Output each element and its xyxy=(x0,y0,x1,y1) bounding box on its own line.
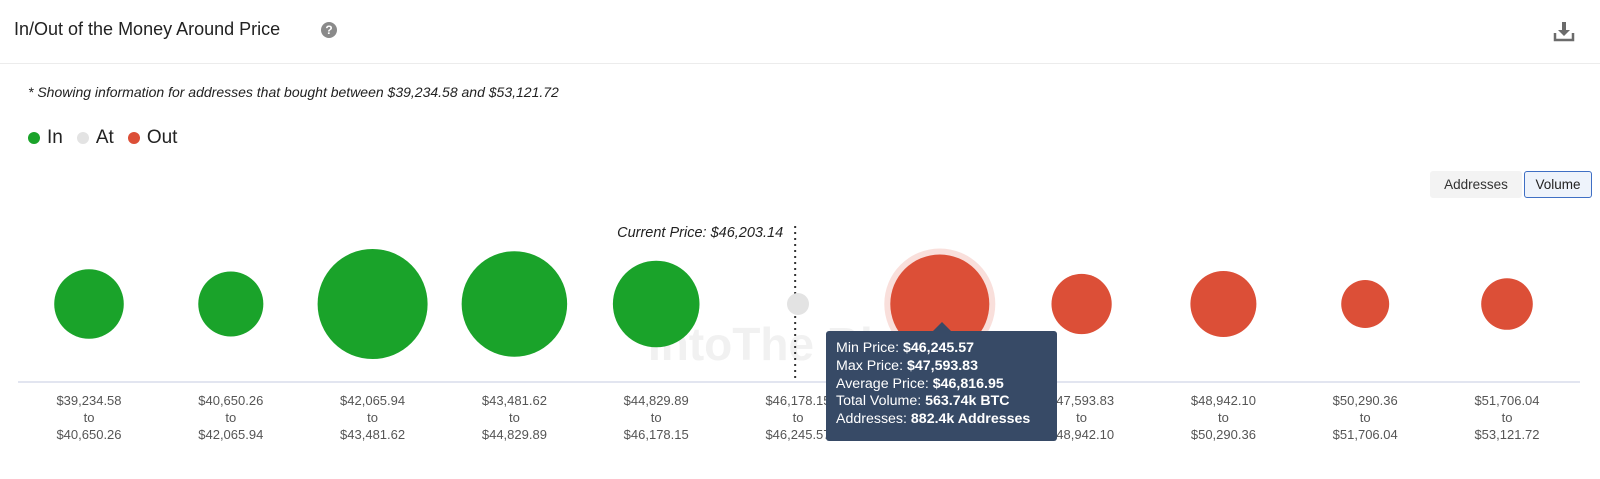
bucket-to-label-3: $44,829.89 xyxy=(482,427,547,442)
bubble-in-3 xyxy=(461,251,568,357)
bucket-to-label-4: $46,178.15 xyxy=(624,427,689,442)
bubble-at-5 xyxy=(787,293,809,315)
bubble-out-9 xyxy=(1341,280,1390,328)
bucket-to-label-0: $40,650.26 xyxy=(56,427,121,442)
legend-item-in[interactable]: In xyxy=(28,127,63,149)
legend-swatch-in xyxy=(28,132,40,144)
legend-swatch-out xyxy=(127,132,140,144)
tooltip-addresses: Addresses: 882.4k Addresses xyxy=(836,411,1031,428)
bucket-to-word-1: to xyxy=(225,410,236,425)
bucket-from-label-3: $43,481.62 xyxy=(482,393,547,408)
bubble-in-1 xyxy=(198,271,264,337)
legend-label-out: Out xyxy=(146,127,178,148)
legend-item-out[interactable]: Out xyxy=(127,127,178,149)
bucket-to-word-3: to xyxy=(509,410,520,425)
bucket-from-label-2: $42,065.94 xyxy=(340,393,405,408)
tooltip-total-volume: Total Volume: 563.74k BTC xyxy=(836,393,1010,410)
legend-swatch-at xyxy=(76,132,89,144)
addresses-toggle-button[interactable]: Addresses xyxy=(1430,171,1522,198)
bucket-to-word-10: to xyxy=(1502,410,1513,425)
bucket-from-label-0: $39,234.58 xyxy=(56,393,121,408)
bucket-from-label-10: $51,706.04 xyxy=(1474,393,1539,408)
bubble-out-6 xyxy=(890,254,990,354)
tooltip-max-price: Max Price: $47,593.83 xyxy=(836,357,978,374)
bucket-to-label-10: $53,121.72 xyxy=(1474,427,1539,442)
legend-item-at[interactable]: At xyxy=(76,127,114,149)
volume-toggle-button[interactable]: Volume xyxy=(1524,171,1592,198)
bucket-to-label-2: $43,481.62 xyxy=(340,427,405,442)
help-icon[interactable]: ? xyxy=(321,22,337,38)
bubble-in-4 xyxy=(612,260,700,348)
bucket-from-label-1: $40,650.26 xyxy=(198,393,263,408)
current-price-label: Current Price: $46,203.14 xyxy=(617,225,783,241)
bucket-to-label-1: $42,065.94 xyxy=(198,427,263,442)
tooltip-pointer xyxy=(933,322,951,331)
bucket-to-word-4: to xyxy=(651,410,662,425)
bucket-to-word-9: to xyxy=(1360,410,1371,425)
legend-label-in: In xyxy=(47,127,63,148)
bucket-from-label-4: $44,829.89 xyxy=(624,393,689,408)
bucket-to-label-9: $51,706.04 xyxy=(1333,427,1398,442)
bubble-out-10 xyxy=(1481,278,1533,330)
bubble-in-2 xyxy=(317,249,428,359)
bucket-tooltip: Min Price: $46,245.57 Max Price: $47,593… xyxy=(826,331,1057,441)
legend-label-at: At xyxy=(95,127,114,148)
bucket-to-label-8: $50,290.36 xyxy=(1191,427,1256,442)
bucket-to-word-5: to xyxy=(793,410,804,425)
download-icon[interactable] xyxy=(1553,20,1575,42)
bubble-out-7 xyxy=(1051,273,1112,335)
widget-header: In/Out of the Money Around Price ? xyxy=(0,0,1600,64)
bucket-to-label-5: $46,245.57 xyxy=(765,427,830,442)
legend: In At Out xyxy=(28,127,191,149)
tooltip-min-price: Min Price: $46,245.57 xyxy=(836,340,975,356)
bucket-from-label-9: $50,290.36 xyxy=(1333,393,1398,408)
bucket-from-label-5: $46,178.15 xyxy=(765,393,830,408)
page-title: In/Out of the Money Around Price xyxy=(14,19,281,39)
bucket-to-word-2: to xyxy=(367,410,378,425)
bucket-to-word-8: to xyxy=(1218,410,1229,425)
bucket-from-label-7: $47,593.83 xyxy=(1049,393,1114,408)
bucket-to-word-7: to xyxy=(1076,410,1087,425)
tooltip-average-price: Average Price: $46,816.95 xyxy=(836,375,1004,392)
bucket-from-label-8: $48,942.10 xyxy=(1191,393,1256,408)
bucket-to-label-7: $48,942.10 xyxy=(1049,427,1114,442)
bucket-to-word-0: to xyxy=(84,410,95,425)
range-note: * Showing information for addresses that… xyxy=(28,84,559,100)
bubble-in-0 xyxy=(54,269,124,339)
bubble-out-8 xyxy=(1190,271,1257,337)
